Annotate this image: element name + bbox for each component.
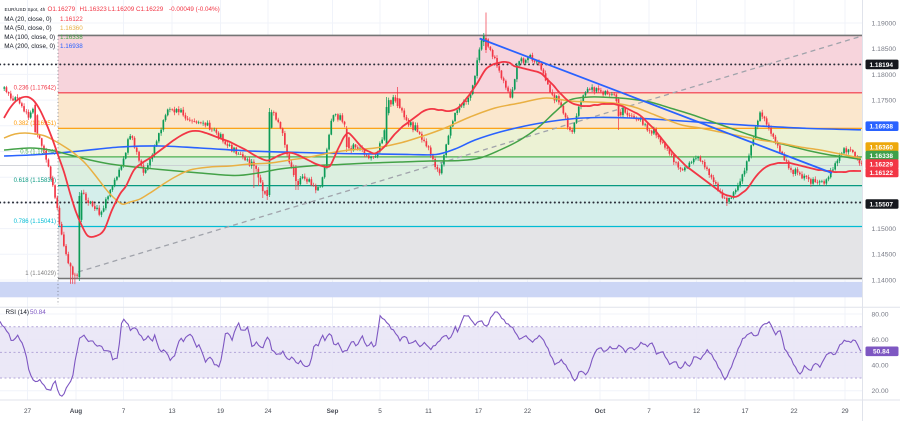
svg-text:1.19000: 1.19000 xyxy=(872,20,897,27)
svg-text:1.14500: 1.14500 xyxy=(872,252,897,259)
svg-text:13: 13 xyxy=(168,408,176,415)
svg-text:50.84: 50.84 xyxy=(30,309,46,316)
svg-text:20.00: 20.00 xyxy=(872,388,889,395)
svg-text:MA (50, close, 0): MA (50, close, 0) xyxy=(4,25,51,32)
svg-text:0.786 (1.15041): 0.786 (1.15041) xyxy=(14,219,56,225)
svg-text:1.16229: 1.16229 xyxy=(869,161,893,168)
svg-text:12: 12 xyxy=(693,408,701,415)
svg-text:1.16122: 1.16122 xyxy=(60,16,83,23)
svg-text:1.16938: 1.16938 xyxy=(869,124,893,131)
svg-text:1.17500: 1.17500 xyxy=(872,98,897,105)
svg-text:Oct: Oct xyxy=(595,408,607,415)
svg-text:0.618 (1.15836): 0.618 (1.15836) xyxy=(14,178,56,184)
svg-text:EUR/USD Spot, 4h: EUR/USD Spot, 4h xyxy=(5,7,46,13)
svg-text:1.16938: 1.16938 xyxy=(60,43,83,50)
svg-text:1.18000: 1.18000 xyxy=(872,72,897,79)
svg-text:1.16360: 1.16360 xyxy=(60,25,83,32)
svg-text:0.236 (1.17642): 0.236 (1.17642) xyxy=(14,85,56,91)
svg-text:1.15000: 1.15000 xyxy=(872,226,897,233)
svg-text:1 (1.14029): 1 (1.14029) xyxy=(25,271,56,277)
svg-text:1.18194: 1.18194 xyxy=(869,62,893,69)
svg-text:MA (200, close, 0): MA (200, close, 0) xyxy=(4,43,55,50)
svg-text:60.00: 60.00 xyxy=(872,337,889,344)
svg-text:1.15507: 1.15507 xyxy=(869,201,893,208)
svg-text:1.16360: 1.16360 xyxy=(869,144,893,151)
svg-text:5: 5 xyxy=(378,408,382,415)
svg-text:50.84: 50.84 xyxy=(873,349,890,356)
svg-text:1.16122: 1.16122 xyxy=(869,170,893,177)
svg-text:0.5 (1.16394): 0.5 (1.16394) xyxy=(20,149,56,155)
svg-text:17: 17 xyxy=(475,408,483,415)
svg-text:11: 11 xyxy=(425,408,432,415)
svg-text:22: 22 xyxy=(524,408,532,415)
svg-text:RSI (14): RSI (14) xyxy=(6,309,29,316)
svg-text:27: 27 xyxy=(24,408,32,415)
svg-text:7: 7 xyxy=(122,408,126,415)
svg-text:1.14000: 1.14000 xyxy=(872,277,897,284)
svg-text:1.18500: 1.18500 xyxy=(872,46,897,53)
svg-text:MA (100, close, 0): MA (100, close, 0) xyxy=(4,34,55,41)
svg-text:22: 22 xyxy=(790,408,798,415)
svg-text:80.00: 80.00 xyxy=(872,311,889,318)
svg-text:MA (20, close, 0): MA (20, close, 0) xyxy=(4,16,51,23)
svg-text:1.16338: 1.16338 xyxy=(869,153,893,160)
svg-text:24: 24 xyxy=(264,408,272,415)
svg-text:Aug: Aug xyxy=(70,408,83,415)
svg-text:17: 17 xyxy=(741,408,749,415)
svg-text:7: 7 xyxy=(647,408,651,415)
svg-text:19: 19 xyxy=(217,408,225,415)
svg-text:29: 29 xyxy=(841,408,849,415)
svg-text:Sep: Sep xyxy=(327,408,339,415)
svg-text:40.00: 40.00 xyxy=(872,363,889,370)
svg-text:1.16338: 1.16338 xyxy=(60,34,83,41)
